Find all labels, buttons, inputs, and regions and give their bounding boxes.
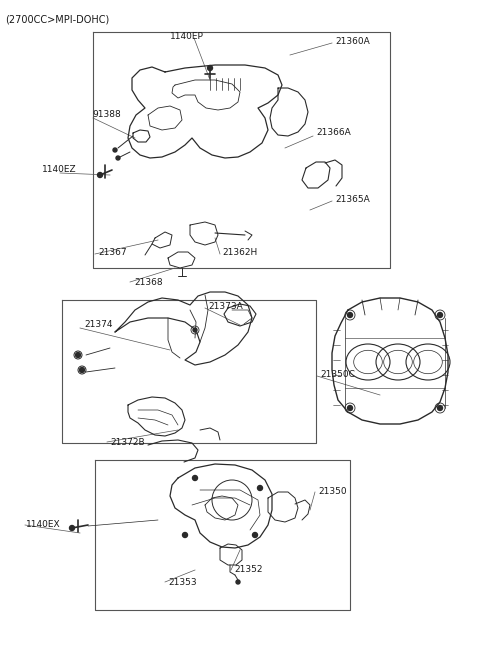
Text: 21360A: 21360A: [335, 37, 370, 46]
Circle shape: [236, 580, 240, 584]
Circle shape: [437, 405, 443, 411]
Text: 91388: 91388: [92, 110, 121, 119]
Circle shape: [437, 312, 443, 318]
Circle shape: [113, 148, 117, 152]
Text: 21372B: 21372B: [110, 438, 144, 447]
Circle shape: [182, 533, 188, 538]
Circle shape: [207, 66, 213, 71]
Text: 21353: 21353: [168, 578, 197, 587]
Circle shape: [97, 172, 103, 178]
Circle shape: [70, 525, 74, 531]
Circle shape: [252, 533, 257, 538]
Text: 21373A: 21373A: [208, 302, 243, 311]
Text: 21362H: 21362H: [222, 248, 257, 257]
Circle shape: [348, 312, 352, 318]
Circle shape: [80, 367, 84, 373]
Text: 1140EZ: 1140EZ: [42, 165, 77, 174]
Text: 1140EP: 1140EP: [170, 32, 204, 41]
Text: 21350: 21350: [318, 487, 347, 496]
Circle shape: [193, 328, 197, 332]
Circle shape: [257, 485, 263, 491]
Text: 21366A: 21366A: [316, 128, 351, 137]
Circle shape: [116, 156, 120, 160]
Circle shape: [348, 405, 352, 411]
Circle shape: [75, 352, 81, 358]
Text: 21365A: 21365A: [335, 195, 370, 204]
Text: 1140EX: 1140EX: [26, 520, 60, 529]
Text: 21350C: 21350C: [320, 370, 355, 379]
Text: 21368: 21368: [134, 278, 163, 287]
Text: 21352: 21352: [234, 565, 263, 574]
Text: 21367: 21367: [98, 248, 127, 257]
Text: 21374: 21374: [84, 320, 112, 329]
Text: (2700CC>MPI-DOHC): (2700CC>MPI-DOHC): [5, 14, 109, 24]
Circle shape: [192, 476, 197, 481]
